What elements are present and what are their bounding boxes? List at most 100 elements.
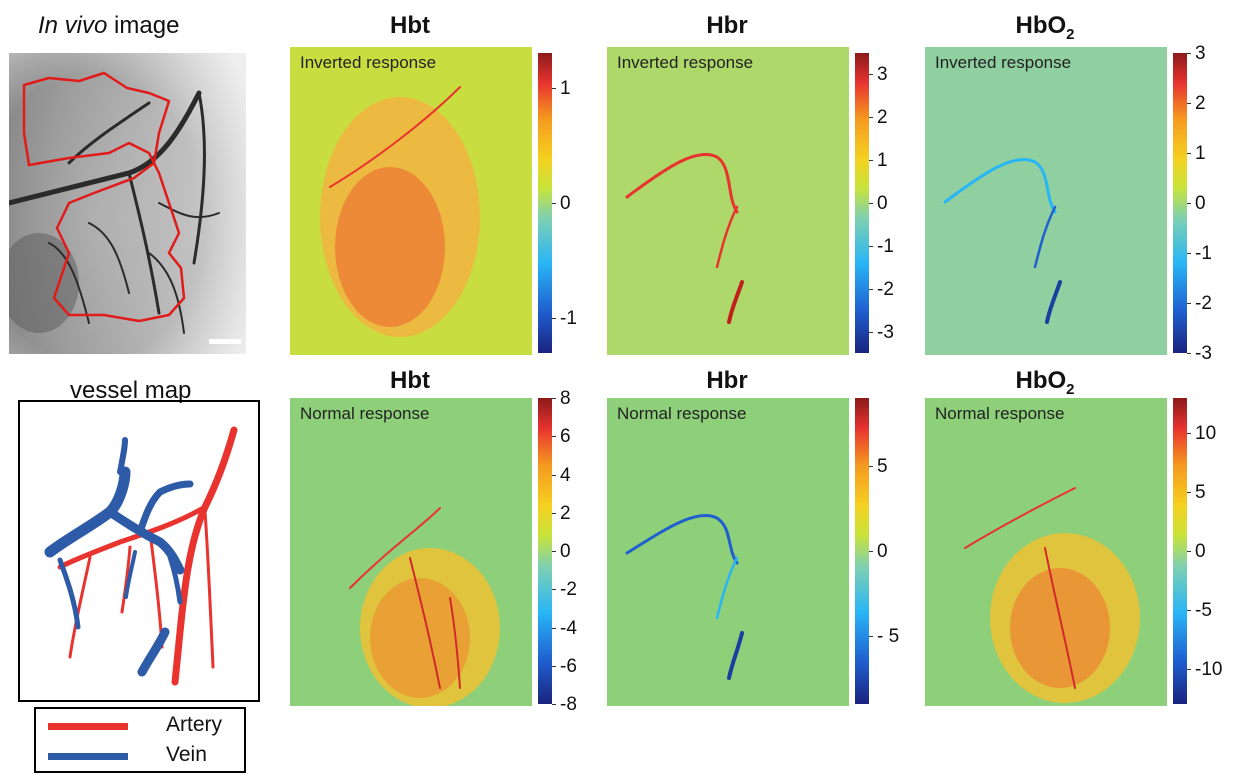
colorbar-tick-label: -2 <box>560 579 577 601</box>
colorbar-tick-mark <box>552 704 556 705</box>
colorbar-tick-label: -10 <box>1195 658 1223 680</box>
colorbar-tick-label: 6 <box>560 426 571 448</box>
vessel-map <box>18 400 260 702</box>
colorbar-tick-mark <box>869 331 873 333</box>
colorbar-tick-label: -8 <box>560 694 577 715</box>
colorbar-tick-mark <box>869 203 873 204</box>
colorbar-tick-mark <box>552 87 556 89</box>
colorbar-1-0 <box>538 398 552 704</box>
response-label: Normal response <box>935 404 1065 423</box>
legend-artery-label: Artery <box>166 713 223 736</box>
colorbar-tick-label: -3 <box>877 321 894 343</box>
colorbar-tick-mark <box>869 160 873 162</box>
colorbar-tick-label: 2 <box>877 107 888 129</box>
legend-vein-label: Vein <box>166 743 207 766</box>
colorbar-tick-mark <box>552 474 556 476</box>
colorbar-tick-mark <box>1187 668 1191 670</box>
colorbar-tick-label: -5 <box>1195 599 1212 621</box>
panel-title-text: HbO <box>1015 367 1067 394</box>
colorbar-tick-mark <box>869 74 873 76</box>
colorbar-1-2 <box>1173 398 1187 704</box>
colorbar-tick-mark <box>552 551 556 552</box>
heatmap-0-0: Inverted response <box>290 47 532 355</box>
colorbar-tick-label: 1 <box>560 77 571 99</box>
colorbar-tick-mark <box>1187 103 1191 104</box>
colorbar-tick-mark <box>869 636 873 637</box>
colorbar-tick-mark <box>869 551 873 552</box>
panel-title-subscript: 2 <box>1066 25 1075 43</box>
colorbar-tick-label: 5 <box>1195 482 1206 504</box>
heatmap-0-1: Inverted response <box>607 47 849 355</box>
colorbar-tick-label: - 5 <box>877 626 900 647</box>
panel-title-text: Hbt <box>390 367 430 394</box>
colorbar-tick-label: -1 <box>1195 243 1212 264</box>
colorbar-tick-label: 0 <box>877 541 888 562</box>
response-label: Normal response <box>617 404 747 423</box>
colorbar-tick-label: 0 <box>560 193 571 214</box>
colorbar-tick-label: 1 <box>1195 143 1206 164</box>
colorbar-tick-mark <box>869 466 873 467</box>
heatmap-0-2: Inverted response <box>925 47 1167 355</box>
colorbar-tick-mark <box>552 589 556 591</box>
colorbar-tick-mark <box>869 288 873 290</box>
panel-title-text: Hbr <box>706 367 748 394</box>
colorbar-0-0 <box>538 53 552 353</box>
colorbar-tick-mark <box>1187 303 1191 304</box>
panel-title-1-1: Hbr <box>677 367 777 395</box>
panel-title-0-1: Hbr <box>677 12 777 40</box>
heatmap-1-1: Normal response <box>607 398 849 706</box>
colorbar-tick-label: 5 <box>877 456 888 477</box>
colorbar-tick-mark <box>552 627 556 629</box>
colorbar-tick-mark <box>552 398 556 399</box>
colorbar-tick-label: 1 <box>877 150 888 172</box>
colorbar-tick-label: -1 <box>877 235 894 257</box>
colorbar-tick-mark <box>552 318 556 320</box>
colorbar-tick-mark <box>1187 609 1191 611</box>
colorbar-tick-label: 0 <box>560 541 571 562</box>
colorbar-1-1 <box>855 398 869 704</box>
colorbar-tick-label: 0 <box>877 193 888 214</box>
colorbar-tick-label: 0 <box>1195 541 1206 562</box>
response-label: Inverted response <box>617 53 754 72</box>
heatmap-1-2: Normal response <box>925 398 1167 706</box>
vessel-map-title: vessel map <box>70 377 192 404</box>
panel-title-1-0: Hbt <box>360 367 460 395</box>
colorbar-0-2 <box>1173 53 1187 353</box>
panel-title-1-2: HbO2 <box>995 367 1095 398</box>
colorbar-tick-mark <box>552 203 556 204</box>
panel-title-text: HbO <box>1015 12 1067 39</box>
panel-title-subscript: 2 <box>1066 380 1075 398</box>
response-label: Inverted response <box>300 53 437 72</box>
colorbar-tick-mark <box>1187 353 1191 354</box>
colorbar-tick-label: 8 <box>560 388 571 409</box>
colorbar-tick-mark <box>552 436 556 438</box>
panel-title-text: Hbt <box>390 12 430 39</box>
colorbar-tick-label: 4 <box>560 464 571 486</box>
legend: Artery Vein <box>34 707 246 773</box>
colorbar-tick-label: 0 <box>1195 193 1206 214</box>
colorbar-tick-label: 3 <box>1195 43 1206 64</box>
colorbar-0-1 <box>855 53 869 353</box>
colorbar-tick-mark <box>869 117 873 119</box>
colorbar-tick-label: -2 <box>877 278 894 300</box>
colorbar-tick-mark <box>1187 153 1191 154</box>
colorbar-tick-label: -4 <box>560 617 577 639</box>
colorbar-tick-mark <box>552 665 556 667</box>
legend-artery-swatch <box>48 723 128 730</box>
colorbar-tick-mark <box>552 512 556 514</box>
colorbar-tick-label: -3 <box>1195 343 1212 364</box>
colorbar-tick-label: 10 <box>1195 423 1217 445</box>
invivo-image <box>9 53 246 354</box>
invivo-title: In vivo image <box>38 12 180 39</box>
colorbar-tick-label: 2 <box>1195 93 1206 114</box>
panel-title-text: Hbr <box>706 12 748 39</box>
colorbar-tick-label: 3 <box>877 64 888 86</box>
response-label: Normal response <box>300 404 430 423</box>
response-label: Inverted response <box>935 53 1072 72</box>
colorbar-tick-label: -6 <box>560 655 577 677</box>
colorbar-tick-label: -1 <box>560 308 577 330</box>
colorbar-tick-mark <box>1187 492 1191 494</box>
panel-title-0-2: HbO2 <box>995 12 1095 43</box>
colorbar-tick-mark <box>1187 551 1191 552</box>
colorbar-tick-label: 2 <box>560 502 571 524</box>
